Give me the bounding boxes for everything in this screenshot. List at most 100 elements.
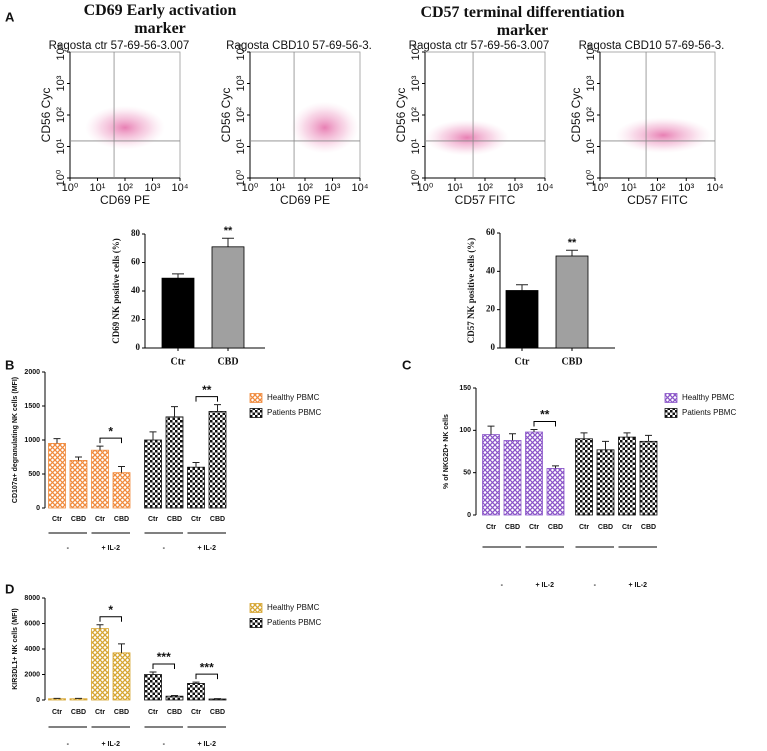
error-bar — [566, 249, 578, 256]
group-label: + IL-2 — [536, 582, 555, 589]
significance: ** — [202, 383, 212, 397]
y-tick-label: 1500 — [24, 403, 40, 410]
group-label: - — [594, 582, 597, 589]
event-cloud — [615, 117, 712, 154]
y-tick-label: 10⁴ — [235, 43, 247, 60]
y-tick-label: 10⁰ — [410, 169, 422, 186]
bar — [546, 468, 565, 516]
bar — [208, 698, 227, 701]
y-tick-label: 0 — [36, 505, 40, 512]
legend-swatch — [664, 393, 678, 403]
y-tick-label: 150 — [459, 385, 471, 392]
error-bar — [645, 434, 652, 442]
error-bar — [149, 671, 157, 675]
heading: CD69 Early activation marker — [83, 2, 237, 37]
x-tick-label: 10² — [477, 182, 493, 194]
x-tick-label: CBD — [598, 524, 613, 531]
x-axis-label: CD57 FITC — [627, 193, 688, 207]
x-tick-label: CBD — [114, 709, 129, 716]
y-tick-label: 10¹ — [55, 138, 67, 154]
error-bar — [552, 465, 559, 469]
y-tick-label: 20 — [131, 314, 141, 324]
error-bar — [171, 695, 178, 697]
bar — [208, 411, 227, 509]
plot-frame — [599, 51, 716, 179]
bar — [505, 290, 539, 349]
x-tick-label: 10⁰ — [417, 182, 434, 194]
bar — [618, 436, 636, 516]
error-bar — [222, 237, 234, 247]
y-axis-label: CD107a+ degranulating NK cells (MFI) — [12, 377, 19, 503]
plot-frame — [424, 51, 546, 179]
error-bar — [509, 433, 516, 441]
x-axis-label: CD69 PE — [100, 193, 150, 207]
x-tick-label: Ctr — [579, 524, 589, 531]
y-tick-label: 10¹ — [585, 138, 597, 154]
significance-bracket — [152, 663, 175, 669]
x-tick-label: 10⁰ — [62, 182, 79, 194]
bar — [69, 698, 88, 701]
y-tick-label: 10³ — [410, 75, 422, 91]
error-bar — [53, 438, 61, 444]
x-tick-label: Ctr — [52, 516, 62, 523]
y-tick-label: 40 — [131, 285, 141, 295]
error-bar — [118, 466, 125, 473]
y-axis-label: % of NKG2D+ NK cells — [443, 414, 450, 489]
bar — [161, 277, 195, 349]
x-tick-label: 10³ — [145, 182, 161, 194]
y-tick-label: 10³ — [55, 75, 67, 91]
x-tick-label: CBD — [167, 516, 182, 523]
x-tick-label: 10³ — [507, 182, 523, 194]
y-tick-label: 10² — [55, 107, 67, 123]
x-tick-label: 10² — [650, 182, 666, 194]
x-tick-label: 10¹ — [447, 182, 463, 194]
y-tick-label: 10² — [410, 107, 422, 123]
x-tick-label: Ctr — [95, 709, 105, 716]
plot-title: Ragosta ctr 57-69-56-3.007 — [49, 40, 190, 52]
group-label: + IL-2 — [102, 545, 121, 552]
significance-bracket — [195, 673, 218, 680]
significance: *** — [157, 650, 171, 664]
bar — [112, 472, 131, 509]
bar — [482, 434, 500, 516]
significance-bracket — [99, 616, 122, 622]
plot-title: Ragosta CBD10 57-69-56-3. — [579, 40, 725, 52]
significance-bracket — [195, 396, 218, 402]
y-tick-label: 10³ — [585, 75, 597, 91]
bar — [187, 683, 205, 701]
x-tick-label: Ctr — [171, 356, 187, 367]
y-axis-label: CD56 Cyc — [569, 88, 583, 143]
error-bar — [214, 404, 221, 412]
y-tick-label: 40 — [486, 265, 496, 275]
legend-label: Healthy PBMC — [682, 393, 735, 402]
error-bar — [623, 432, 631, 438]
x-tick-label: CBD — [71, 516, 86, 523]
y-axis-label: CD56 Cyc — [219, 88, 233, 143]
y-tick-label: 50 — [463, 470, 471, 477]
y-tick-label: 10³ — [235, 75, 247, 91]
plot-title: Ragosta CBD10 57-69-56-3. — [226, 40, 372, 52]
x-tick-label: CBD — [641, 524, 656, 531]
bar — [144, 674, 162, 701]
x-tick-label: 10¹ — [621, 182, 637, 194]
significance: ** — [568, 237, 577, 249]
panel-label: A — [5, 9, 15, 24]
bar — [144, 439, 162, 509]
x-tick-label: Ctr — [622, 524, 632, 531]
bar — [575, 438, 593, 516]
x-tick-label: Ctr — [52, 709, 62, 716]
y-tick-label: 10⁰ — [55, 169, 67, 186]
x-tick-label: 10² — [297, 182, 313, 194]
y-tick-label: 60 — [131, 257, 141, 267]
error-bar — [602, 440, 609, 450]
y-tick-label: 2000 — [24, 671, 40, 678]
bar — [639, 440, 658, 516]
y-tick-label: 0 — [36, 697, 40, 704]
legend-swatch — [249, 393, 263, 403]
y-tick-label: 500 — [28, 471, 40, 478]
y-tick-label: 1000 — [24, 437, 40, 444]
y-tick-label: 10² — [235, 107, 247, 123]
y-axis-label: CD57 NK positive cells (%) — [466, 238, 476, 344]
x-tick-label: 10⁴ — [172, 182, 189, 194]
error-bar — [96, 445, 104, 451]
